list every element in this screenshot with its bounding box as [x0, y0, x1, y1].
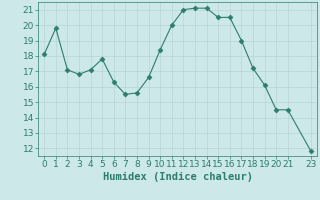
- X-axis label: Humidex (Indice chaleur): Humidex (Indice chaleur): [103, 172, 252, 182]
